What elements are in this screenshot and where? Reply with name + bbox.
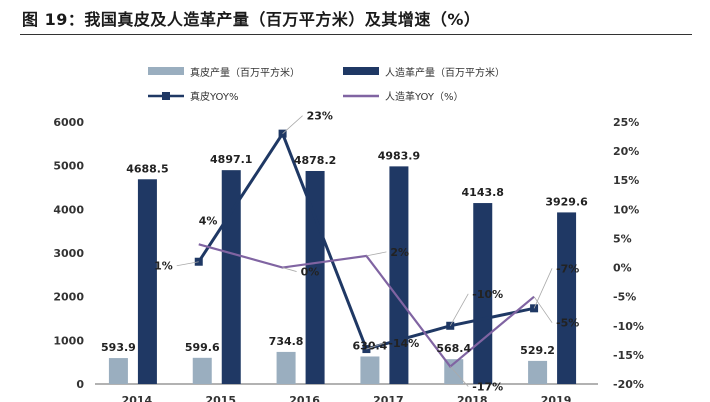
- y-right-tick-label: 25%: [613, 116, 639, 129]
- x-tick-label: 2017: [373, 394, 404, 402]
- legend-label: 真皮产量（百万平方米）: [190, 66, 300, 79]
- bar-genuine-leather: [276, 351, 296, 384]
- y-left-tick-label: 6000: [53, 116, 84, 129]
- line-value-label: 4%: [199, 214, 218, 227]
- leader-line: [366, 251, 387, 257]
- leader-line: [533, 268, 553, 309]
- bar-value-label: 734.8: [269, 335, 304, 348]
- bar-value-label: 529.2: [520, 344, 555, 357]
- y-right-tick-label: -15%: [613, 349, 644, 362]
- y-right-tick-label: -20%: [613, 378, 644, 391]
- bar-value-label: 593.9: [101, 341, 136, 354]
- line-value-label: 23%: [307, 110, 333, 123]
- bar-value-label: 630.4: [353, 339, 388, 352]
- leader-line: [176, 261, 199, 267]
- x-tick-label: 2019: [541, 394, 572, 402]
- y-right-tick-label: 5%: [613, 232, 632, 245]
- y-left-tick-label: 2000: [53, 291, 84, 304]
- chart-data-labels: 593.9 599.6 734.8 630.4 568.4 529.2 4688.5 4897…: [101, 110, 588, 394]
- bar-genuine-leather: [108, 358, 128, 384]
- x-tick-label: 2016: [289, 394, 320, 402]
- y-right-tick-label: 20%: [613, 145, 639, 158]
- line-value-label: 0%: [301, 266, 320, 279]
- y-right-tick-label: 0%: [613, 262, 632, 275]
- bar-artificial-leather: [221, 170, 241, 384]
- title-divider: [20, 34, 692, 35]
- x-tick-label: 2015: [205, 394, 236, 402]
- y-left-tick-label: 5000: [53, 160, 84, 173]
- bar-genuine-leather: [192, 357, 212, 384]
- bar-artificial-leather: [137, 179, 157, 384]
- bar-value-label: 3929.6: [545, 195, 588, 208]
- bar-value-label: 4143.8: [462, 186, 504, 199]
- y-right-tick-label: -10%: [613, 320, 644, 333]
- bar-artificial-leather: [473, 203, 493, 384]
- bar-value-label: 568.4: [436, 342, 471, 355]
- y-right-tick-label: 10%: [613, 203, 639, 216]
- bar-artificial-leather: [557, 212, 577, 384]
- x-tick-label: 2018: [457, 394, 488, 402]
- leader-line: [366, 342, 385, 350]
- bar-value-label: 4688.5: [126, 162, 168, 175]
- bar-artificial-leather: [389, 166, 409, 384]
- line-value-label: -5%: [556, 317, 579, 330]
- bar-genuine-leather: [360, 356, 380, 384]
- y-right-tick-label: -5%: [613, 291, 636, 304]
- legend-label: 真皮YOY%: [190, 90, 239, 103]
- bar-value-label: 4897.1: [210, 153, 252, 166]
- legend-marker: [162, 92, 170, 100]
- leader-line: [282, 115, 303, 134]
- y-left-tick-label: 3000: [53, 247, 84, 260]
- y-left-tick-label: 4000: [53, 203, 84, 216]
- bar-value-label: 4983.9: [378, 149, 420, 162]
- chart-axes: 0 1000 2000 3000 4000 5000 6000 -20% -15% -10% -5%…: [53, 116, 644, 402]
- bar-value-label: 4878.2: [294, 154, 336, 167]
- line-value-label: 1%: [154, 260, 173, 273]
- leader-line: [282, 267, 297, 272]
- legend-swatch: [148, 67, 184, 75]
- x-tick-label: 2014: [122, 394, 153, 402]
- chart-bars: [108, 166, 577, 384]
- y-left-tick-label: 1000: [53, 334, 84, 347]
- bar-value-label: 599.6: [185, 341, 220, 354]
- legend-label: 人造革产量（百万平方米）: [385, 66, 505, 79]
- leader-line: [449, 366, 469, 387]
- chart-legend: 真皮产量（百万平方米） 人造革产量（百万平方米） 真皮YOY% 人造革YOY（%）: [148, 66, 505, 103]
- y-left-tick-label: 0: [76, 378, 84, 391]
- y-right-tick-label: 15%: [613, 174, 639, 187]
- line-value-label: 2%: [390, 246, 409, 259]
- bar-genuine-leather: [528, 360, 548, 384]
- line-value-label: -17%: [472, 381, 503, 394]
- line-value-label: -7%: [556, 262, 579, 275]
- legend-label: 人造革YOY（%）: [385, 90, 464, 103]
- line-value-label: -14%: [388, 337, 419, 350]
- line-value-label: -10%: [472, 288, 503, 301]
- leader-line: [449, 293, 469, 326]
- leader-line: [533, 296, 553, 323]
- legend-swatch: [343, 67, 379, 75]
- bar-artificial-leather: [305, 170, 325, 384]
- figure-title: 图 19：我国真皮及人造革产量（百万平方米）及其增速（%）: [22, 10, 481, 29]
